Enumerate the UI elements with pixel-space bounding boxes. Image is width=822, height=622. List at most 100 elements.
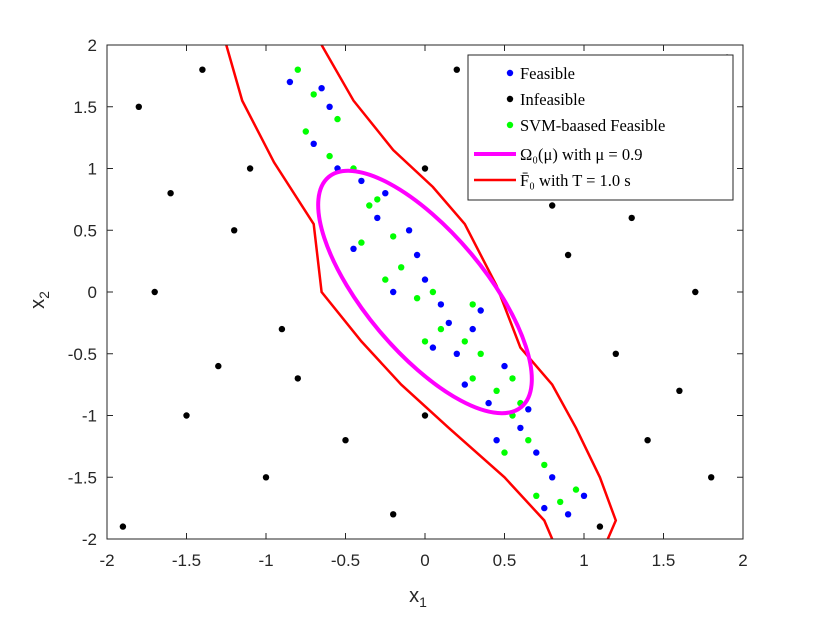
legend: Feasible Infeasible SVM-baased Feasible …	[467, 54, 734, 201]
point-svm-baased-feasible	[469, 301, 476, 308]
point-svm-baased-feasible	[374, 196, 381, 203]
point-feasible	[310, 140, 317, 147]
y-tick-label: 2	[88, 36, 97, 55]
legend-label-ellipse: Ω₀(μ) with μ = 0.9	[520, 145, 642, 164]
point-infeasible	[119, 523, 127, 530]
point-feasible	[493, 437, 500, 444]
point-feasible	[485, 399, 492, 407]
point-svm-baased-feasible	[509, 375, 516, 382]
point-infeasible	[278, 325, 286, 333]
point-feasible	[405, 227, 413, 234]
point-svm-baased-feasible	[533, 492, 540, 499]
x-tick-label: 0.5	[493, 551, 517, 570]
legend-label-infeasible: Infeasible	[520, 90, 585, 109]
legend-label-feasible: Feasible	[520, 64, 575, 83]
legend-label-boundary: F̄₀ with T = 1.0 s	[520, 171, 631, 190]
point-feasible	[350, 245, 357, 252]
point-svm-baased-feasible	[398, 264, 405, 271]
point-svm-baased-feasible	[572, 486, 580, 493]
y-tick-label: 0	[88, 283, 97, 302]
legend-marker-svm	[506, 121, 514, 129]
x-tick-label: -0.5	[331, 551, 360, 570]
point-feasible	[525, 406, 532, 413]
point-svm-baased-feasible	[541, 461, 548, 469]
point-feasible	[477, 307, 484, 314]
point-infeasible	[390, 511, 397, 518]
point-infeasible	[199, 66, 206, 73]
y-tick-label: 0.5	[73, 221, 97, 240]
legend-marker-feasible	[506, 69, 514, 77]
point-infeasible	[628, 214, 635, 222]
y-tick-label: -0.5	[68, 345, 97, 364]
point-infeasible	[183, 412, 190, 419]
point-svm-baased-feasible	[557, 498, 564, 506]
point-feasible	[374, 214, 381, 222]
point-infeasible	[294, 375, 301, 382]
point-feasible	[549, 474, 556, 481]
y-tick-label: -2	[82, 530, 97, 549]
point-feasible	[413, 251, 421, 259]
feasible-boundary-upper	[320, 44, 618, 540]
point-infeasible	[262, 474, 270, 481]
point-svm-baased-feasible	[461, 338, 468, 345]
legend-label-svm: SVM-baased Feasible	[520, 116, 665, 135]
point-feasible	[564, 511, 572, 518]
point-feasible	[461, 381, 468, 388]
point-svm-baased-feasible	[501, 449, 508, 456]
point-infeasible	[644, 437, 651, 444]
x-tick-label: 0	[420, 551, 429, 570]
point-svm-baased-feasible	[477, 350, 484, 357]
point-infeasible	[231, 227, 238, 234]
point-feasible	[437, 301, 445, 308]
point-svm-baased-feasible	[326, 152, 333, 160]
legend-box	[467, 54, 734, 201]
curves	[225, 44, 618, 540]
x-tick-label: -2	[99, 551, 114, 570]
point-feasible	[286, 78, 294, 86]
legend-marker-infeasible	[506, 95, 514, 103]
feasible-boundary-lower	[225, 44, 554, 540]
point-infeasible	[612, 350, 619, 357]
x-tick-label: -1.5	[172, 551, 201, 570]
point-feasible	[382, 190, 389, 197]
y-tick-label: 1.5	[73, 98, 97, 117]
point-infeasible	[215, 362, 222, 370]
point-infeasible	[342, 437, 349, 444]
point-svm-baased-feasible	[493, 387, 500, 394]
x-tick-label: 2	[738, 551, 747, 570]
point-infeasible	[692, 288, 699, 296]
point-infeasible	[151, 288, 158, 296]
point-infeasible	[421, 412, 429, 419]
point-feasible	[533, 449, 540, 456]
point-feasible	[501, 362, 508, 370]
point-feasible	[453, 350, 460, 357]
x-tick-label: 1	[579, 551, 588, 570]
point-svm-baased-feasible	[302, 128, 309, 135]
point-feasible	[421, 276, 429, 283]
point-infeasible	[549, 202, 556, 209]
point-feasible	[358, 177, 365, 185]
point-feasible	[318, 85, 325, 92]
point-feasible	[580, 492, 588, 499]
omega-ellipse	[316, 168, 534, 416]
point-svm-baased-feasible	[413, 295, 421, 302]
point-svm-baased-feasible	[429, 288, 437, 296]
point-feasible	[445, 319, 452, 327]
point-infeasible	[246, 165, 254, 172]
y-tick-label: -1	[82, 407, 97, 426]
point-svm-baased-feasible	[294, 66, 301, 73]
point-svm-baased-feasible	[334, 115, 341, 123]
point-feasible	[541, 504, 548, 512]
ticks: -2 -1.5 -1 -0.5 0 0.5 1 1.5 2 -2 -1.5 -1 -0.5 0 0.5 1 1.…	[68, 36, 748, 570]
point-infeasible	[453, 66, 460, 73]
point-infeasible	[596, 523, 604, 530]
point-svm-baased-feasible	[421, 338, 429, 345]
point-infeasible	[564, 251, 572, 259]
x-tick-label: -1	[258, 551, 273, 570]
point-svm-baased-feasible	[358, 239, 365, 246]
point-infeasible	[676, 387, 683, 394]
point-infeasible	[421, 165, 429, 172]
point-svm-baased-feasible	[437, 325, 445, 333]
